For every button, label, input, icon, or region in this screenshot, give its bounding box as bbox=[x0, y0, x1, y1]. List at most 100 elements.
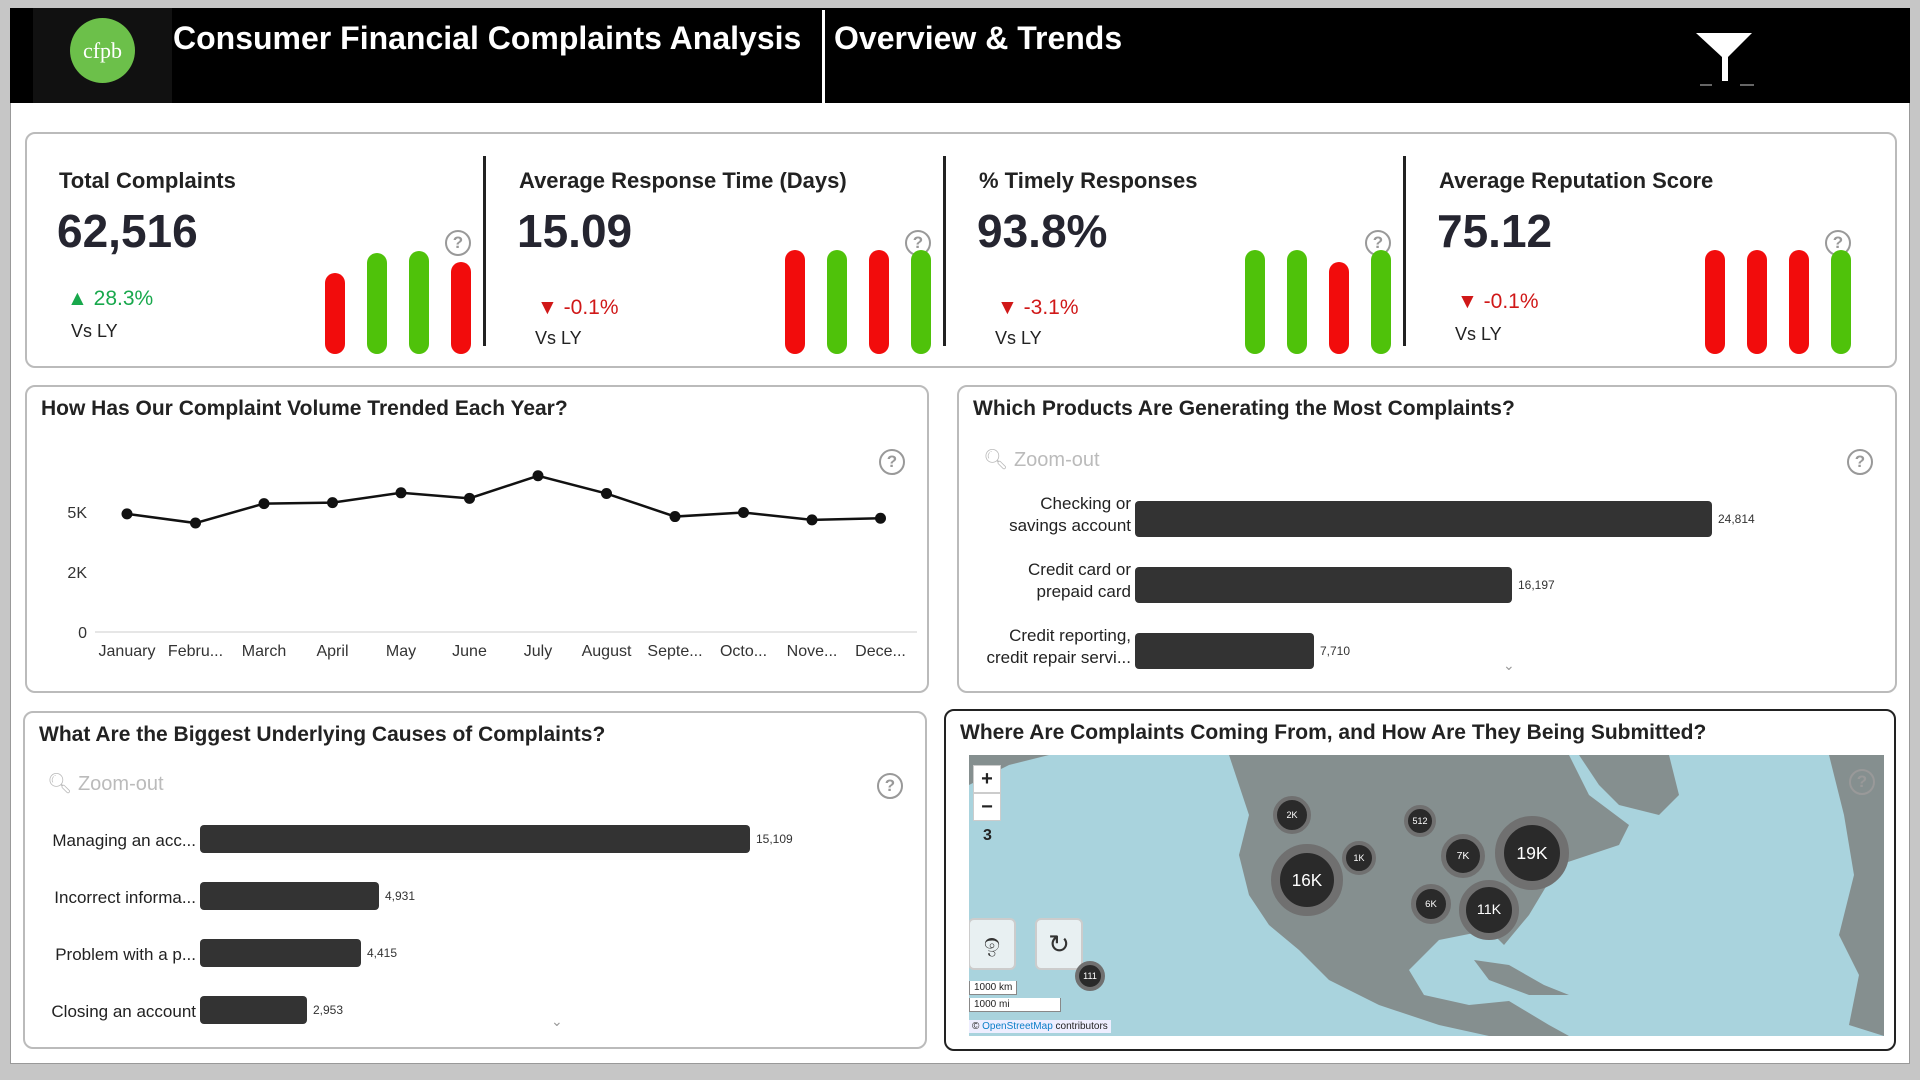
bar-category-label: Problem with a p... bbox=[55, 945, 196, 964]
label-line: prepaid card bbox=[1036, 582, 1131, 601]
bar-value-label: 2,953 bbox=[313, 1003, 344, 1017]
zoom-out-button[interactable]: 🔍︎ Zoom-out bbox=[983, 447, 1100, 472]
lasso-select-button[interactable]: ඉ bbox=[969, 918, 1016, 970]
kpi-value: 15.09 bbox=[517, 205, 633, 257]
complaints-map[interactable]: ? + − 3 ඉ ↻ 2K 1K 16K 512 7K 19K 6K 11K 111 1000… bbox=[969, 755, 1884, 1036]
reset-view-button[interactable]: ↻ bbox=[1035, 918, 1083, 970]
spark-bar-green bbox=[1831, 250, 1851, 354]
kpi-divider bbox=[943, 156, 946, 346]
x-tick-label: March bbox=[242, 643, 286, 660]
header-divider bbox=[822, 10, 825, 103]
spark-bar-green bbox=[409, 251, 429, 354]
bar-value-label: 4,931 bbox=[385, 889, 416, 903]
bar-value-label: 7,710 bbox=[1320, 644, 1351, 658]
kpi-title: Total Complaints bbox=[59, 168, 236, 193]
kpi-delta-value: -3.1% bbox=[1023, 296, 1079, 319]
scale-km: 1000 km bbox=[969, 981, 1018, 995]
x-tick-label: June bbox=[452, 643, 487, 660]
x-tick-label: Octo... bbox=[720, 643, 767, 660]
kpi-compare-label: Vs LY bbox=[535, 328, 582, 348]
trend-line-chart: 0 2K 5K January Febru... March April May June Jul… bbox=[67, 470, 917, 660]
cluster-bubble[interactable]: 19K bbox=[1495, 816, 1569, 890]
help-icon[interactable]: ? bbox=[877, 773, 903, 799]
help-icon[interactable]: ? bbox=[1847, 449, 1873, 475]
kpi-panel: Total Complaints 62,516 ▲ 28.3% Vs LY ? A… bbox=[25, 132, 1897, 368]
products-panel: Which Products Are Generating the Most C… bbox=[957, 385, 1897, 693]
cluster-bubble[interactable]: 16K bbox=[1271, 844, 1343, 916]
zoom-out-label: Zoom-out bbox=[77, 773, 164, 795]
funnel-icon[interactable] bbox=[1690, 23, 1760, 93]
bar-category-label: Incorrect informa... bbox=[54, 888, 196, 907]
bar-value-label: 24,814 bbox=[1718, 512, 1755, 526]
x-tick-label: Febru... bbox=[168, 643, 223, 660]
label-line: Credit reporting, bbox=[1009, 626, 1131, 645]
bar-value-label: 15,109 bbox=[756, 832, 793, 846]
openstreetmap-link[interactable]: OpenStreetMap bbox=[982, 1021, 1053, 1032]
triangle-down-icon: ▼ bbox=[997, 296, 1018, 319]
scroll-down-icon[interactable]: ⌄ bbox=[1503, 657, 1515, 673]
data-point-dece bbox=[875, 512, 886, 524]
kpi-compare-label: Vs LY bbox=[1455, 324, 1502, 344]
kpi-value: 93.8% bbox=[977, 205, 1108, 257]
map-attribution: © OpenStreetMap contributors bbox=[969, 1020, 1111, 1033]
logo-area: cfpb bbox=[33, 8, 172, 103]
bar-value-label: 16,197 bbox=[1518, 578, 1555, 592]
bar[interactable] bbox=[200, 882, 379, 910]
kpi-value: 75.12 bbox=[1437, 205, 1553, 257]
bar[interactable] bbox=[200, 939, 361, 967]
lasso-icon: ඉ bbox=[983, 928, 1001, 958]
bar-category-label: Credit card or prepaid card bbox=[959, 559, 1131, 603]
cluster-bubble[interactable]: 6K bbox=[1411, 884, 1451, 924]
spark-bar-green bbox=[367, 253, 387, 354]
kpi-value: 62,516 bbox=[57, 205, 198, 257]
spark-bar-red bbox=[1705, 250, 1725, 354]
spark-bar-red bbox=[1747, 250, 1767, 354]
spark-bar-green bbox=[827, 250, 847, 354]
spark-bar-green bbox=[1287, 250, 1307, 354]
cluster-bubble[interactable]: 512 bbox=[1404, 805, 1436, 837]
data-point-march bbox=[258, 498, 270, 510]
y-tick-label: 5K bbox=[67, 505, 87, 522]
cluster-bubble[interactable]: 1K bbox=[1342, 841, 1376, 875]
data-point-april bbox=[327, 497, 338, 509]
trend-line bbox=[126, 474, 881, 525]
scroll-down-icon[interactable]: ⌄ bbox=[551, 1013, 563, 1029]
help-icon[interactable]: ? bbox=[445, 230, 471, 256]
spark-bar-red bbox=[1789, 250, 1809, 354]
cluster-bubble[interactable]: 7K bbox=[1441, 834, 1485, 878]
bar[interactable] bbox=[1135, 567, 1512, 603]
help-icon[interactable]: ? bbox=[879, 449, 905, 475]
data-point-nove bbox=[806, 514, 818, 526]
scale-mi: 1000 mi bbox=[969, 998, 1061, 1012]
cluster-bubble[interactable]: 11K bbox=[1459, 880, 1519, 940]
bar[interactable] bbox=[200, 825, 750, 853]
map-zoom-in-button[interactable]: + bbox=[973, 765, 1001, 793]
data-point-septe bbox=[669, 511, 681, 523]
label-line: credit repair servi... bbox=[986, 648, 1131, 667]
data-point-january bbox=[121, 508, 133, 520]
label-line: Credit card or bbox=[1028, 560, 1131, 579]
bar-value-label: 4,415 bbox=[367, 946, 398, 960]
triangle-up-icon: ▲ bbox=[67, 287, 88, 310]
kpi-delta-value: -0.1% bbox=[1483, 290, 1539, 313]
cluster-bubble[interactable]: 2K bbox=[1273, 796, 1311, 834]
zoom-out-button[interactable]: 🔍︎ Zoom-out bbox=[47, 771, 164, 796]
kpi-delta: ▼ -0.1% bbox=[1457, 290, 1539, 314]
data-point-febru bbox=[190, 517, 201, 529]
x-tick-label: Dece... bbox=[855, 643, 906, 660]
cluster-bubble[interactable]: 111 bbox=[1075, 961, 1105, 991]
map-zoom-out-button[interactable]: − bbox=[973, 793, 1001, 821]
bar[interactable] bbox=[1135, 633, 1314, 669]
kpi-delta: ▼ -3.1% bbox=[997, 296, 1079, 320]
kpi-divider bbox=[1403, 156, 1406, 346]
y-tick-label: 0 bbox=[78, 625, 87, 642]
bar[interactable] bbox=[200, 996, 307, 1024]
help-icon[interactable]: ? bbox=[1849, 769, 1875, 795]
x-tick-label: July bbox=[524, 643, 552, 660]
x-tick-label: May bbox=[386, 643, 416, 660]
x-tick-label: April bbox=[316, 643, 348, 660]
bar[interactable] bbox=[1135, 501, 1712, 537]
triangle-down-icon: ▼ bbox=[537, 296, 558, 319]
spark-bar-red bbox=[451, 262, 471, 354]
data-point-may bbox=[395, 487, 407, 499]
